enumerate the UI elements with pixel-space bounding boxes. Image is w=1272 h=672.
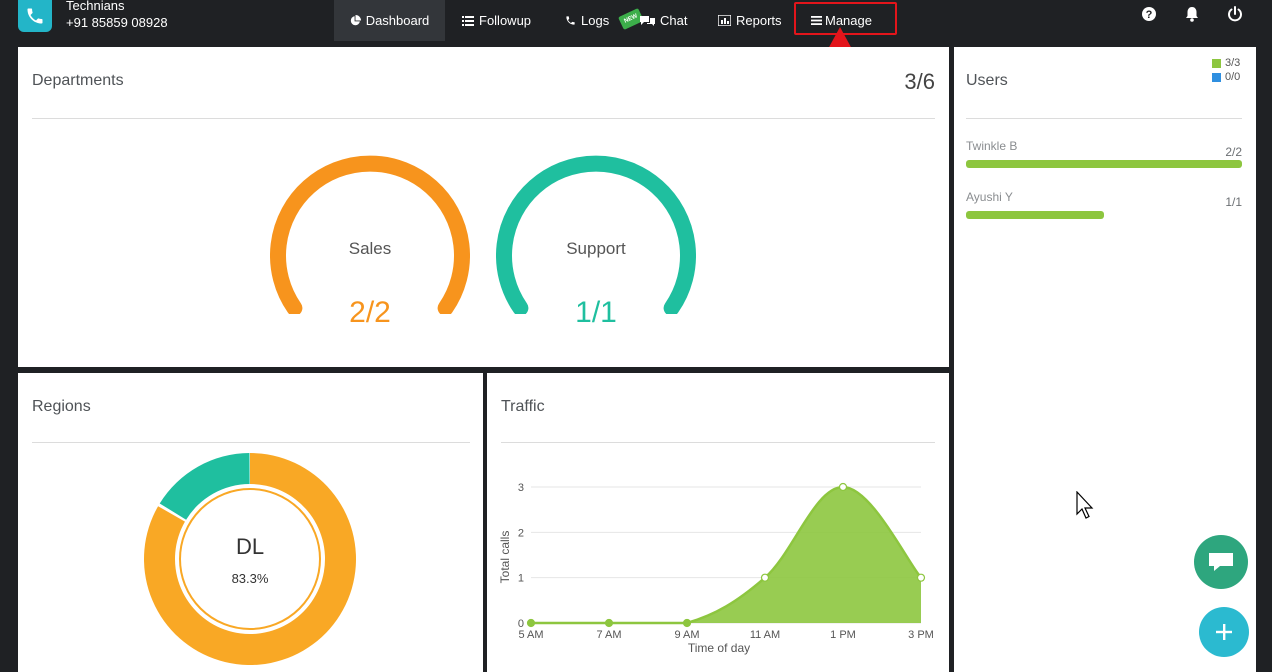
traffic-x-label-text: Time of day xyxy=(687,641,751,655)
y-tick-label: 2 xyxy=(518,527,524,539)
user-count: 2/2 xyxy=(1225,145,1242,159)
phone-icon xyxy=(566,16,575,25)
sales-gauge-label: Sales xyxy=(348,239,392,258)
top-navbar: Technians +91 85859 08928 Dashboard Foll… xyxy=(0,0,1272,41)
x-tick-label: 1 PM xyxy=(830,629,856,641)
user-count: 1/1 xyxy=(1225,195,1242,209)
traffic-data-point[interactable] xyxy=(526,618,536,628)
chat-bubble-icon xyxy=(1209,553,1233,571)
sales-gauge xyxy=(270,155,470,314)
traffic-data-point[interactable] xyxy=(604,618,614,628)
region-center-label: DL xyxy=(235,534,265,559)
traffic-data-point[interactable] xyxy=(916,573,926,582)
departments-count: 3/6 xyxy=(904,69,935,94)
traffic-x-label: Time of day xyxy=(487,641,949,655)
legend-active-text: 3/3 xyxy=(1225,57,1241,69)
traffic-title: Traffic xyxy=(501,398,545,415)
user-name: Twinkle B xyxy=(966,139,1018,153)
traffic-divider xyxy=(501,442,935,443)
support-gauge xyxy=(496,155,696,314)
traffic-data-point[interactable] xyxy=(682,618,692,628)
pie-chart-icon xyxy=(350,15,361,26)
bell-icon[interactable] xyxy=(1184,6,1200,22)
y-tick-label: 0 xyxy=(518,618,524,630)
departments-title: Departments xyxy=(32,72,124,89)
svg-text:?: ? xyxy=(1146,9,1153,21)
nav-followup-label: Followup xyxy=(479,13,532,28)
y-tick-label: 1 xyxy=(518,573,524,585)
phone-logo-icon[interactable] xyxy=(18,0,52,32)
nav-logs[interactable]: Logs xyxy=(565,0,609,41)
nav-chat-label: Chat xyxy=(660,13,688,28)
add-fab-button[interactable] xyxy=(1199,607,1249,657)
nav-reports[interactable]: Reports xyxy=(718,0,782,41)
users-title: Users xyxy=(966,72,1008,89)
donut-inner-ring xyxy=(179,488,321,630)
donut-slice-rest xyxy=(159,453,250,520)
traffic-y-label: Total calls xyxy=(498,530,512,584)
nav-logs-label: Logs xyxy=(581,13,610,28)
x-tick-label: 5 AM xyxy=(518,629,543,641)
traffic-data-point[interactable] xyxy=(838,482,848,492)
nav-dashboard[interactable]: Dashboard xyxy=(334,0,445,41)
traffic-area-fill xyxy=(531,487,921,623)
x-tick-label: 11 AM xyxy=(750,629,780,641)
support-gauge-label: Support xyxy=(566,239,626,258)
x-tick-label: 3 PM xyxy=(908,629,934,641)
legend-swatch xyxy=(1212,58,1221,68)
mouse-cursor-icon xyxy=(1076,491,1094,519)
list-icon xyxy=(462,15,474,26)
sales-gauge-value: 2/2 xyxy=(349,296,391,329)
y-tick-label: 3 xyxy=(518,482,524,494)
hamburger-menu-icon xyxy=(811,16,822,25)
users-legend-idle: 0/0 xyxy=(1212,71,1240,83)
nav-followup[interactable]: Followup xyxy=(462,0,531,41)
chat-fab-button[interactable] xyxy=(1194,535,1248,589)
company-name: Technians xyxy=(66,0,125,13)
nav-dashboard-label: Dashboard xyxy=(365,13,430,28)
x-tick-label: 7 AM xyxy=(596,629,621,641)
chat-bubbles-icon xyxy=(640,15,655,26)
traffic-card: Traffic 0 1 2 3 5 AM 7 AM 9 AM 11 AM 1 PM 3 PM Ti… xyxy=(487,373,949,672)
support-gauge-value: 1/1 xyxy=(575,296,617,329)
nav-manage[interactable]: Manage xyxy=(811,0,872,41)
x-tick-label: 9 AM xyxy=(674,629,699,641)
departments-card: Departments 3/6 Sales 2/2 Support 1/1 xyxy=(18,47,949,367)
users-divider xyxy=(966,118,1242,119)
user-name: Ayushi Y xyxy=(966,190,1013,204)
company-phone: +91 85859 08928 xyxy=(66,15,168,30)
user-progress-bar xyxy=(966,211,1104,219)
traffic-area-chart: 0 1 2 3 5 AM 7 AM 9 AM 11 AM 1 PM 3 PM xyxy=(518,482,934,641)
power-icon[interactable] xyxy=(1227,6,1243,22)
traffic-data-point[interactable] xyxy=(760,573,770,582)
departments-divider xyxy=(32,118,935,119)
regions-title: Regions xyxy=(32,398,91,415)
nav-manage-label: Manage xyxy=(825,13,872,28)
manage-highlight-box xyxy=(794,2,897,35)
plus-icon xyxy=(1216,624,1232,640)
users-legend-active: 3/3 xyxy=(1212,57,1240,69)
users-card: Users 3/3 0/0 Twinkle B 2/2 Ayushi Y 1/1 xyxy=(954,47,1256,672)
help-icon[interactable]: ? xyxy=(1141,6,1157,22)
bar-chart-icon xyxy=(718,15,731,26)
regions-donut-chart xyxy=(143,453,356,665)
region-center-value: 83.3% xyxy=(231,571,269,586)
legend-swatch xyxy=(1212,72,1221,82)
nav-chat[interactable]: Chat xyxy=(640,0,687,41)
legend-idle-text: 0/0 xyxy=(1225,71,1241,83)
user-progress-bar xyxy=(966,160,1242,168)
nav-reports-label: Reports xyxy=(736,13,782,28)
regions-card: Regions DL 83.3% xyxy=(18,373,483,672)
regions-divider xyxy=(32,442,470,443)
